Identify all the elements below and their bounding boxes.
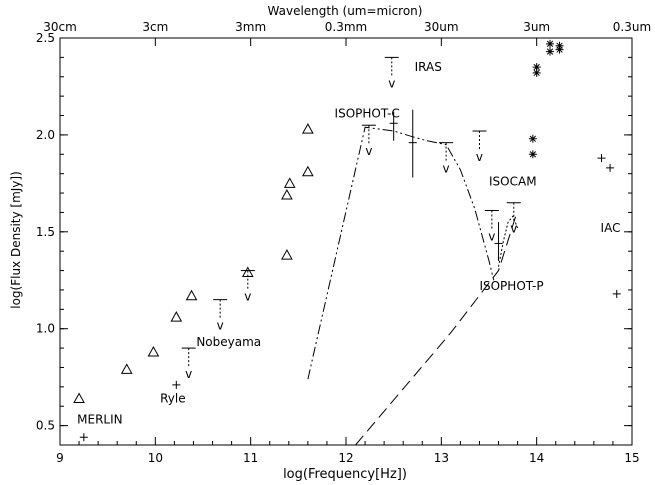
triangle-point [302,123,314,134]
instrument-label: Nobeyama [196,335,261,349]
asterisk-point [546,39,555,48]
plus-point [79,433,88,442]
data-marks: v v v v v v v v v [73,39,621,442]
dash-dot-dot-curve [307,126,495,380]
triangle-point [73,392,85,403]
triangle-point [283,177,296,188]
asterisk-point [528,150,537,159]
upper-limit-arrow: v [365,144,372,158]
y-tick-label: 0.5 [36,419,55,433]
upper-limit-arrow: v [443,162,450,176]
x-tick-label: 10 [148,451,163,465]
y-axis-ticks: 0.5 1.0 1.5 2.0 2.5 [36,31,632,433]
top-tick-label: 0.3mm [325,20,367,34]
instrument-label: ISOCAM [489,174,537,188]
upper-limit-arrow: v [217,319,224,333]
plus-point [606,163,615,172]
top-tick-label: 3um [523,20,550,34]
triangle-point [281,249,293,260]
dotted-curve [498,215,519,267]
annotations: MERLIN Ryle Nobeyama ISOPHOT-C IRAS ISOCAM IAC… [77,60,620,427]
asterisk-point [532,68,541,77]
plus-point [597,154,606,163]
model-curves [307,126,519,446]
asterisk-point [546,47,555,56]
plot-frame [59,37,633,446]
asterisk-point [532,63,541,72]
triangle-point [302,165,314,177]
x-tick-label: 12 [338,451,353,465]
y-tick-label: 2.0 [36,128,55,142]
x-tick-label: 15 [624,451,639,465]
x-tick-label: 13 [434,451,449,465]
triangle-point [147,345,160,357]
y-tick-label: 1.0 [36,322,55,336]
top-tick-label: 0.3um [613,20,651,34]
x-tick-label: 14 [529,451,544,465]
triangle-point [120,363,133,374]
upper-limit-arrow: v [185,367,192,381]
upper-limit-arrow: v [510,222,517,236]
upper-limit-arrow: v [388,76,395,90]
y-tick-label: 2.5 [36,31,55,45]
instrument-label: ISOPHOT-C [335,106,400,120]
upper-limit-arrow: v [244,290,251,304]
top-tick-label: 30um [424,20,459,34]
instrument-label: IAC [601,221,621,235]
instrument-label: MERLIN [77,413,122,427]
x-tick-label: 11 [243,451,258,465]
dashed-curve [355,216,517,446]
x-axis-label: log(Frequency[Hz]) [283,467,407,482]
y-axis-label: log(Flux Density [mJy]) [9,171,23,309]
triangle-point [185,289,198,301]
instrument-label: IRAS [415,60,442,74]
x-tick-label: 9 [56,451,64,465]
x-axis-ticks: 9 10 11 12 13 14 15 [56,437,640,465]
top-axis-label: Wavelength (um=micron) [268,4,423,18]
top-tick-label: 3cm [142,20,168,34]
instrument-label: ISOPHOT-P [479,279,543,293]
asterisk-point [528,134,537,143]
top-tick-label: 30cm [43,20,77,34]
top-tick-label: 3mm [235,20,266,34]
y-tick-label: 1.5 [36,225,55,239]
upper-limit-arrow: v [476,150,483,164]
asterisk-point [555,45,564,54]
plus-point [612,289,621,298]
triangle-point [170,311,183,322]
upper-limit-arrow: v [488,229,495,243]
instrument-label: Ryle [160,391,186,405]
top-axis-ticks: 30cm 3cm 3mm 0.3mm 30um 3um 0.3um [43,20,651,46]
plus-point [172,380,181,389]
triangle-point [281,188,293,200]
